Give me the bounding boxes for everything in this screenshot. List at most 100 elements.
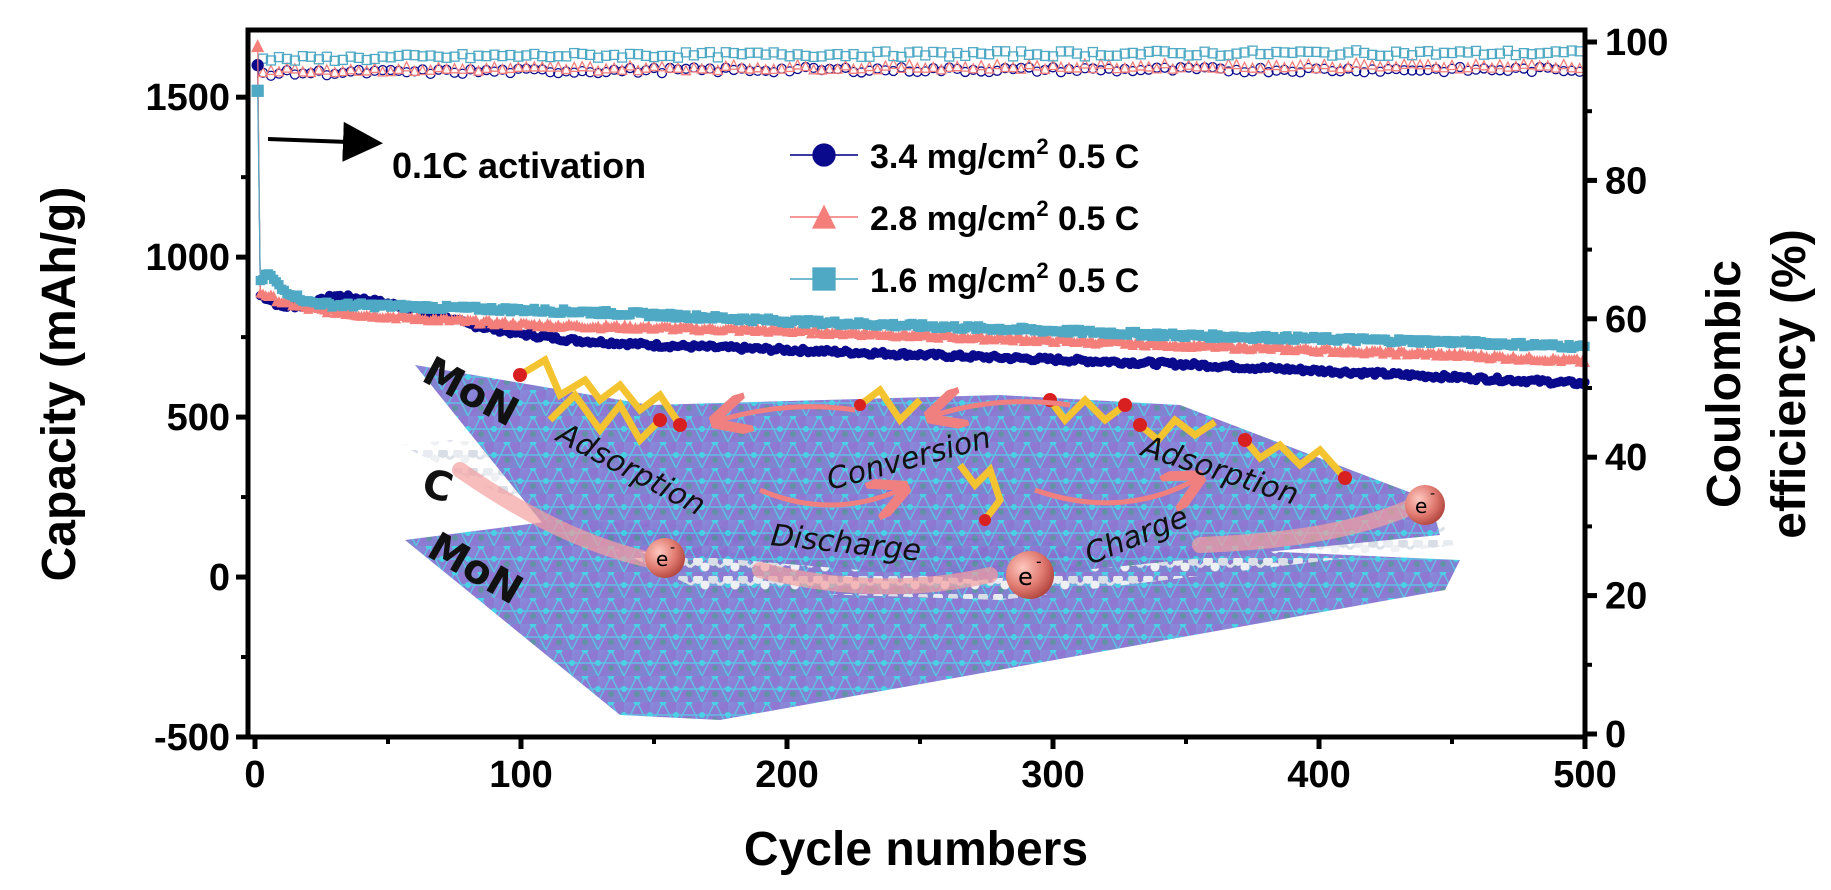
data-point: [808, 63, 820, 75]
data-point: [520, 60, 532, 72]
data-point: [1215, 50, 1226, 61]
legend-label: 1.6 mg/cm2 0.5 C: [870, 258, 1139, 300]
data-point: [1518, 57, 1530, 69]
electron-trail-middle: [752, 562, 998, 595]
data-point: [1135, 49, 1146, 60]
data-point: [1015, 46, 1027, 57]
data-point: [1207, 61, 1219, 73]
legend-label: 2.8 mg/cm2 0.5 C: [870, 196, 1139, 238]
data-point: [848, 49, 859, 60]
data-point: [935, 63, 947, 75]
data-point: [313, 63, 325, 75]
data-point: [792, 58, 804, 70]
data-point: [1167, 62, 1179, 74]
sulfur-atoms: [513, 368, 1352, 526]
data-point: [1286, 60, 1298, 72]
y-tick-label: 1500: [145, 77, 230, 119]
data-point: [879, 59, 891, 71]
data-point: [488, 60, 500, 72]
data-point: [1494, 58, 1506, 70]
data-point: [1183, 50, 1194, 61]
data-point: [305, 51, 317, 62]
data-point: [1334, 62, 1346, 74]
x-axis-title: Cycle numbers: [744, 823, 1088, 876]
data-point: [529, 48, 540, 60]
data-point: [1238, 60, 1251, 73]
data-point: [1199, 60, 1211, 72]
data-point: [265, 63, 277, 76]
data-point: [720, 59, 732, 71]
data-point: [273, 51, 285, 63]
data-point: [752, 61, 764, 73]
data-point: [1414, 65, 1426, 76]
x-tick-label: 100: [489, 754, 552, 796]
data-point: [281, 61, 293, 73]
data-point: [1063, 61, 1075, 73]
data-point: [1294, 58, 1306, 70]
data-point: [920, 50, 931, 61]
data-point: [944, 51, 955, 62]
data-point: [608, 61, 620, 73]
data-point: [1095, 57, 1107, 69]
data-point: [1055, 46, 1067, 57]
data-point: [1231, 48, 1242, 59]
data-point: [592, 64, 604, 76]
electron-icon: e -: [1006, 551, 1054, 599]
data-point: [1422, 58, 1434, 70]
data-point: [812, 267, 836, 291]
data-point: [281, 53, 293, 65]
y2-axis-title-line2: efficiency (%): [1763, 229, 1816, 538]
data-point: [273, 65, 285, 77]
data-point: [624, 62, 636, 74]
data-point: [1542, 59, 1554, 71]
data-point: [521, 50, 532, 61]
data-point: [553, 51, 564, 62]
series-connector: [257, 90, 261, 283]
data-point: [1263, 48, 1274, 60]
data-point: [1031, 49, 1043, 60]
data-point: [1350, 56, 1362, 68]
data-point: [417, 64, 429, 76]
data-point: [1367, 49, 1378, 60]
data-point: [960, 50, 971, 62]
legend-item: 2.8 mg/cm2 0.5 C: [790, 196, 1139, 238]
svg-text:e: e: [656, 547, 668, 571]
y2-tick-label: 80: [1605, 160, 1647, 202]
data-point: [1375, 50, 1386, 61]
data-point: [1087, 46, 1099, 58]
data-point: [1566, 45, 1577, 56]
data-point: [680, 64, 692, 76]
data-point: [967, 62, 979, 74]
series-1-6-mg-cm2-0-5-c-ce: [257, 45, 1585, 66]
data-point: [1071, 48, 1083, 59]
data-point: [728, 47, 739, 59]
data-point: [480, 61, 492, 74]
data-point: [1446, 59, 1458, 71]
annotation-text: 0.1C activation: [392, 145, 646, 186]
data-point: [337, 65, 349, 77]
data-point: [811, 204, 837, 229]
data-point: [1550, 46, 1561, 57]
data-point: [1167, 47, 1178, 59]
data-point: [704, 62, 716, 74]
data-point: [465, 52, 476, 64]
data-point: [616, 52, 628, 63]
data-point: [377, 65, 389, 77]
data-point: [1223, 57, 1235, 69]
data-point: [305, 66, 317, 78]
data-point: [440, 62, 453, 74]
data-point: [1534, 48, 1545, 59]
data-point: [887, 57, 899, 70]
y-axis-right: 0 20 40 60 80 100: [1585, 22, 1668, 756]
electron-icon: e -: [645, 538, 685, 578]
data-point: [1526, 58, 1538, 70]
data-point: [1550, 61, 1562, 73]
legend-label: 3.4 mg/cm2 0.5 C: [870, 134, 1139, 176]
data-point: [648, 59, 660, 72]
y2-tick-label: 60: [1605, 299, 1647, 341]
data-point: [1159, 57, 1171, 69]
data-point: [1119, 48, 1130, 59]
data-point: [1462, 47, 1474, 58]
data-point: [1039, 50, 1051, 62]
